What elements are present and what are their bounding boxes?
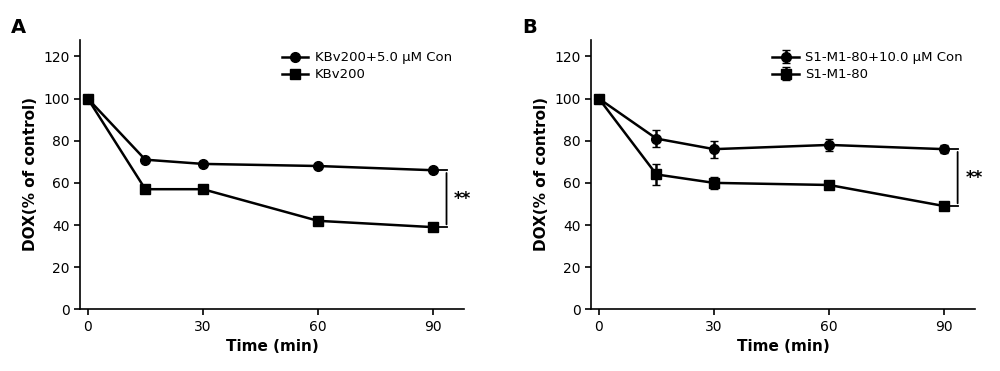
Text: A: A xyxy=(11,18,26,37)
Text: **: ** xyxy=(965,168,983,187)
Text: B: B xyxy=(522,18,537,37)
Y-axis label: DOX(% of control): DOX(% of control) xyxy=(23,98,38,252)
X-axis label: Time (min): Time (min) xyxy=(226,339,318,354)
Text: **: ** xyxy=(454,190,471,208)
Legend: KBv200+5.0 μM Con, KBv200: KBv200+5.0 μM Con, KBv200 xyxy=(277,46,457,87)
Y-axis label: DOX(% of control): DOX(% of control) xyxy=(534,98,549,252)
X-axis label: Time (min): Time (min) xyxy=(737,339,829,354)
Legend: S1-M1-80+10.0 μM Con, S1-M1-80: S1-M1-80+10.0 μM Con, S1-M1-80 xyxy=(767,46,968,87)
